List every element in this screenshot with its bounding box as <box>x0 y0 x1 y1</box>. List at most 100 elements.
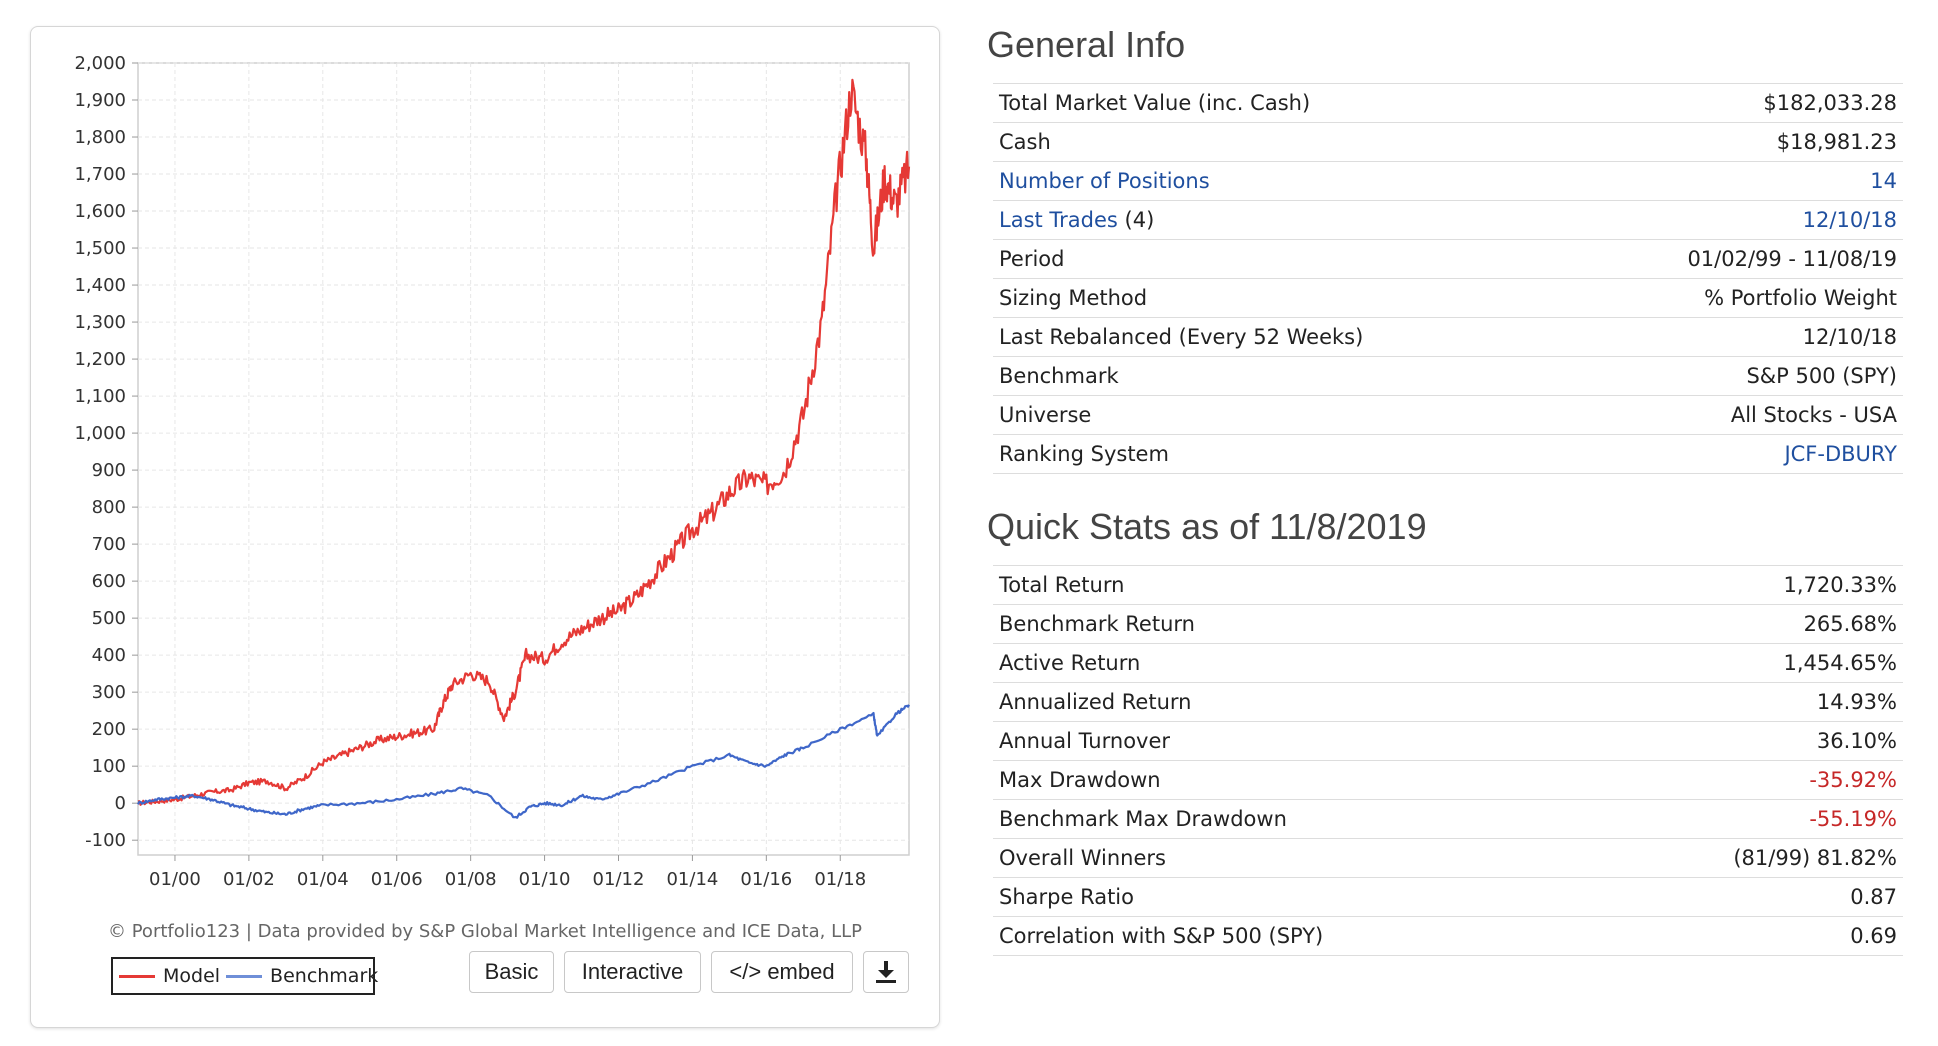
y-tick-label: 1,800 <box>74 127 126 148</box>
x-tick-label: 01/10 <box>519 869 571 890</box>
plot-area <box>137 62 910 856</box>
row-value: 0.69 <box>1590 916 1903 956</box>
row-label: Max Drawdown <box>993 760 1591 800</box>
table-row: Sizing Method % Portfolio Weight <box>993 278 1903 318</box>
series-line-model <box>137 78 911 806</box>
legend-swatch-model <box>119 974 155 978</box>
table-row: Period 01/02/99 - 11/08/19 <box>993 239 1903 279</box>
y-tick-label: 1,900 <box>74 90 126 111</box>
y-tick-label: 400 <box>92 645 126 666</box>
number-of-positions-link[interactable]: Number of Positions <box>999 169 1210 193</box>
data-credit: © Portfolio123 | Data provided by S&P Gl… <box>108 921 862 942</box>
row-label: Correlation with S&P 500 (SPY) <box>993 916 1591 956</box>
row-label: Benchmark <box>993 356 1566 396</box>
row-label: Sizing Method <box>993 278 1566 318</box>
row-value: $182,033.28 <box>1565 83 1903 123</box>
row-label: Benchmark Max Drawdown <box>993 799 1591 839</box>
y-tick-label: 1,700 <box>74 164 126 185</box>
last-trades-count: (4) <box>1117 208 1155 232</box>
table-row: Max Drawdown -35.92% <box>993 760 1903 800</box>
row-label: Active Return <box>993 643 1591 683</box>
x-tick-label: 01/16 <box>740 869 792 890</box>
y-tick-label: 200 <box>92 719 126 740</box>
basic-button[interactable]: Basic <box>469 951 554 993</box>
table-row: Annualized Return 14.93% <box>993 682 1903 722</box>
table-row: Benchmark S&P 500 (SPY) <box>993 356 1903 396</box>
table-row: Last Trades (4) 12/10/18 <box>993 200 1903 240</box>
positions-count-link[interactable]: 14 <box>1870 169 1897 193</box>
x-tick-label: 01/06 <box>371 869 423 890</box>
row-value: All Stocks - USA <box>1565 395 1903 435</box>
legend-label-benchmark: Benchmark <box>270 965 379 987</box>
y-tick-label: 1,500 <box>74 238 126 259</box>
row-value: 1,720.33% <box>1590 565 1903 605</box>
y-tick-label: 100 <box>92 756 126 777</box>
row-value: 12/10/18 <box>1565 317 1903 357</box>
last-trades-link[interactable]: Last Trades <box>999 208 1118 232</box>
general-info-title: General Info <box>987 24 1186 65</box>
row-value: 14.93% <box>1590 682 1903 722</box>
row-value: 1,454.65% <box>1590 643 1903 683</box>
x-tick-label: 01/04 <box>297 869 349 890</box>
embed-button[interactable]: </> embed <box>711 951 853 993</box>
y-tick-label: 1,200 <box>74 349 126 370</box>
y-tick-label: 1,400 <box>74 275 126 296</box>
performance-chart: 2,000 1,900 1,800 1,700 1,600 1,500 1,400 1,300… <box>74 53 911 890</box>
row-label: Total Return <box>993 565 1591 605</box>
download-button[interactable] <box>863 951 909 993</box>
x-tick-label: 01/12 <box>593 869 645 890</box>
row-value: (81/99) 81.82% <box>1590 838 1903 878</box>
table-row: Total Return 1,720.33% <box>993 565 1903 605</box>
y-tick-label: 1,300 <box>74 312 126 333</box>
table-row: Ranking System JCF-DBURY <box>993 434 1903 474</box>
row-label: Period <box>993 239 1566 279</box>
x-tick-label: 01/18 <box>814 869 866 890</box>
row-label: Total Market Value (inc. Cash) <box>993 83 1566 123</box>
legend-label-model: Model <box>163 965 221 987</box>
row-label: Ranking System <box>993 434 1566 474</box>
y-tick-label: -100 <box>85 830 126 851</box>
chart-legend: Model Benchmark <box>111 957 378 995</box>
table-row: Active Return 1,454.65% <box>993 643 1903 683</box>
interactive-button[interactable]: Interactive <box>564 951 701 993</box>
row-label: Overall Winners <box>993 838 1591 878</box>
x-tick-label: 01/14 <box>666 869 718 890</box>
y-tick-label: 700 <box>92 534 126 555</box>
y-tick-label: 1,600 <box>74 201 126 222</box>
legend-swatch-benchmark <box>226 974 263 978</box>
row-value-negative: -55.19% <box>1590 799 1903 839</box>
row-label: Annualized Return <box>993 682 1591 722</box>
table-row: Number of Positions 14 <box>993 161 1903 201</box>
download-icon <box>875 960 897 984</box>
table-row: Benchmark Max Drawdown -55.19% <box>993 799 1903 839</box>
legend-item-benchmark[interactable]: Benchmark <box>224 965 378 987</box>
table-row: Benchmark Return 265.68% <box>993 604 1903 644</box>
row-label: Benchmark Return <box>993 604 1591 644</box>
row-label: Cash <box>993 122 1566 162</box>
y-tick-label: 1,100 <box>74 386 126 407</box>
row-label: Sharpe Ratio <box>993 877 1591 917</box>
row-value: 36.10% <box>1590 721 1903 761</box>
row-value: 01/02/99 - 11/08/19 <box>1565 239 1903 279</box>
row-value-negative: -35.92% <box>1590 760 1903 800</box>
x-tick-label: 01/08 <box>445 869 497 890</box>
table-row: Annual Turnover 36.10% <box>993 721 1903 761</box>
row-value: $18,981.23 <box>1565 122 1903 162</box>
y-tick-label: 0 <box>115 793 126 814</box>
legend-item-model[interactable]: Model <box>117 965 220 987</box>
quick-stats-table: Total Return 1,720.33% Benchmark Return … <box>993 565 1903 956</box>
table-row: Last Rebalanced (Every 52 Weeks) 12/10/1… <box>993 317 1903 357</box>
ranking-system-link[interactable]: JCF-DBURY <box>1784 442 1897 466</box>
table-row: Total Market Value (inc. Cash) $182,033.… <box>993 83 1903 123</box>
table-row: Sharpe Ratio 0.87 <box>993 877 1903 917</box>
table-row: Universe All Stocks - USA <box>993 395 1903 435</box>
series-line-benchmark <box>137 704 910 819</box>
last-trades-date-link[interactable]: 12/10/18 <box>1802 208 1897 232</box>
y-tick-label: 500 <box>92 608 126 629</box>
row-label: Universe <box>993 395 1566 435</box>
x-tick-label: 01/00 <box>149 869 201 890</box>
row-value: 265.68% <box>1590 604 1903 644</box>
chart-card: 2,000 1,900 1,800 1,700 1,600 1,500 1,400 1,300… <box>30 26 940 1028</box>
row-label: Last Rebalanced (Every 52 Weeks) <box>993 317 1566 357</box>
y-tick-label: 1,000 <box>74 423 126 444</box>
